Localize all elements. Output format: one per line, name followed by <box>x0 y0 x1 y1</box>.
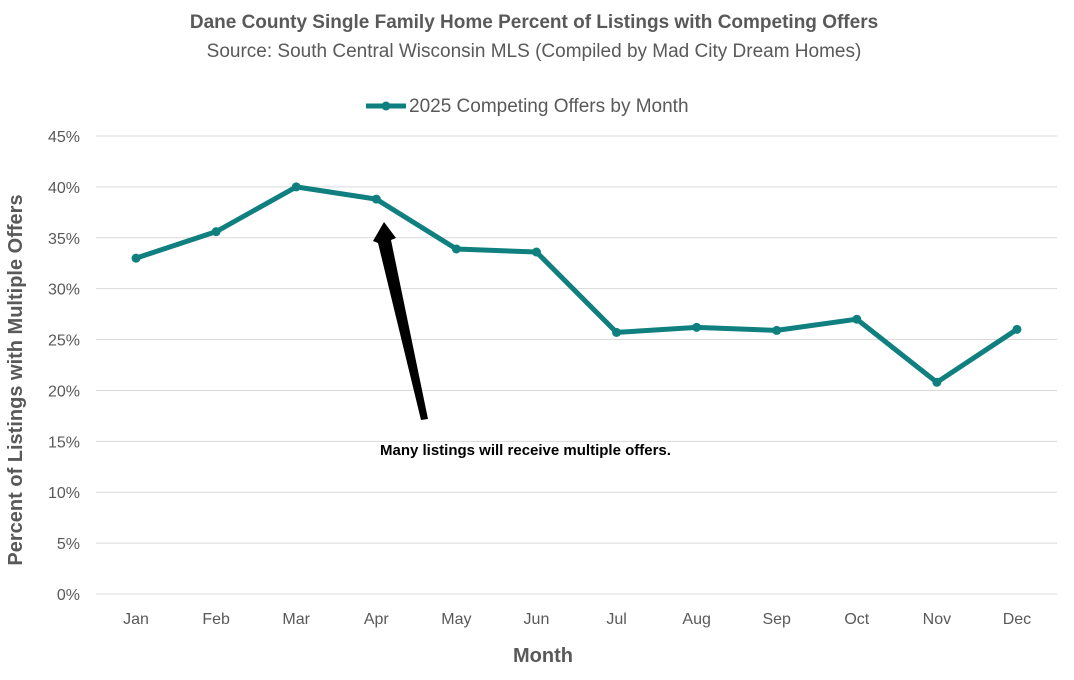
chart-subtitle: Source: South Central Wisconsin MLS (Com… <box>207 41 862 62</box>
y-axis-ticks: 0% 5% 10% 15% 20% 25% 30% 35% 40% 45% <box>48 129 80 604</box>
gridlines <box>96 135 1057 595</box>
x-axis-title: Month <box>513 645 573 667</box>
x-tick-label: Jul <box>606 611 626 628</box>
data-point-aug <box>692 322 702 332</box>
y-tick-label: 5% <box>57 536 80 553</box>
data-point-jul <box>612 327 622 337</box>
data-point-apr <box>371 194 381 204</box>
y-tick-label: 35% <box>48 231 80 248</box>
x-tick-label: May <box>441 611 471 628</box>
data-point-mar <box>291 182 301 192</box>
y-tick-label: 10% <box>48 485 80 502</box>
y-tick-label: 20% <box>48 383 80 400</box>
y-tick-label: 15% <box>48 434 80 451</box>
x-tick-label: Oct <box>844 611 869 628</box>
x-tick-label: Sep <box>762 611 791 628</box>
legend-point-marker <box>381 101 391 111</box>
y-tick-label: 0% <box>57 587 80 604</box>
x-tick-label: Dec <box>1003 611 1031 628</box>
data-point-may <box>451 244 461 254</box>
data-point-sep <box>772 325 782 335</box>
data-point-feb <box>211 227 221 237</box>
y-axis-title: Percent of Listings with Multiple Offers <box>5 194 27 565</box>
chart-title: Dane County Single Family Home Percent o… <box>190 12 878 33</box>
data-point-jan <box>131 253 141 263</box>
x-tick-label: Jan <box>123 611 149 628</box>
series-line <box>133 184 1020 385</box>
data-point-dec <box>1012 324 1022 334</box>
legend: 2025 Competing Offers by Month <box>366 96 689 117</box>
data-point-jun <box>531 247 541 257</box>
x-tick-label: Aug <box>682 611 710 628</box>
x-tick-label: Mar <box>282 611 310 628</box>
annotation-group: Many listings will receive multiple offe… <box>373 222 671 459</box>
data-point-nov <box>932 377 942 387</box>
legend-label: 2025 Competing Offers by Month <box>409 96 689 117</box>
x-tick-label: Apr <box>364 611 390 628</box>
annotation-text: Many listings will receive multiple offe… <box>380 442 671 459</box>
y-tick-label: 45% <box>48 129 80 146</box>
x-tick-label: Feb <box>202 611 230 628</box>
data-point-oct <box>852 314 862 324</box>
y-tick-label: 40% <box>48 180 80 197</box>
y-tick-label: 30% <box>48 282 80 299</box>
x-tick-label: Nov <box>923 611 951 628</box>
series-layer <box>131 182 1022 387</box>
annotation-arrow <box>373 222 428 420</box>
y-tick-label: 25% <box>48 333 80 350</box>
x-axis-ticks: Jan Feb Mar Apr May Jun Jul Aug Sep Oct Nov Dec <box>123 611 1031 628</box>
x-tick-label: Jun <box>524 611 550 628</box>
